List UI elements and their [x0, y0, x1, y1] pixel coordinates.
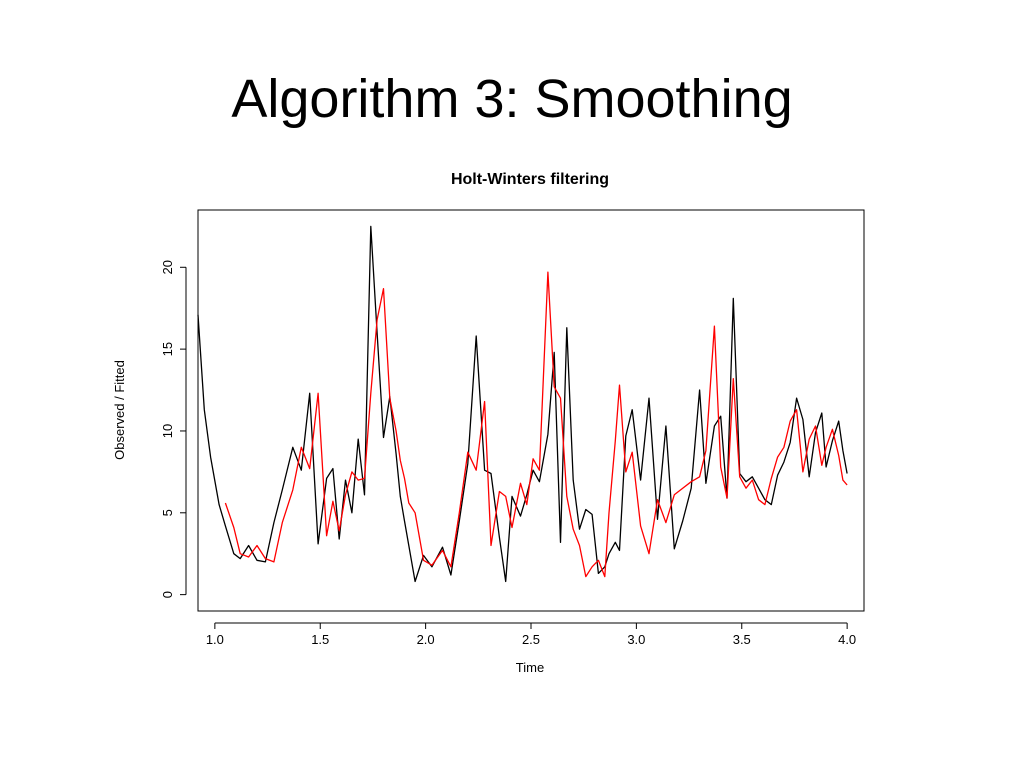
x-tick-label: 3.5 [733, 632, 751, 647]
series-line-black [197, 225, 848, 583]
x-tick-label: 2.5 [522, 632, 540, 647]
y-tick-label: 15 [160, 342, 175, 356]
x-tick-label: 1.5 [311, 632, 329, 647]
chart-title: Holt-Winters filtering [451, 171, 609, 188]
x-tick-label: 1.0 [206, 632, 224, 647]
x-tick-label: 4.0 [838, 632, 856, 647]
y-tick-label: 20 [160, 260, 175, 274]
series-line-red [224, 271, 848, 578]
y-tick-label: 0 [160, 591, 175, 598]
x-axis-label: Time [516, 660, 544, 675]
series-layer [197, 225, 848, 583]
y-tick-label: 10 [160, 424, 175, 438]
slide-title: Algorithm 3: Smoothing [231, 69, 793, 129]
x-axis: 1.0 1.5 2.0 2.5 3.0 3.5 4.0 [206, 622, 856, 647]
plot-frame [197, 209, 865, 612]
y-axis: 0 5 10 15 20 [160, 260, 187, 598]
x-tick-label: 3.0 [627, 632, 645, 647]
y-axis-label: Observed / Fitted [112, 360, 127, 460]
y-tick-label: 5 [160, 509, 175, 516]
x-tick-label: 2.0 [417, 632, 435, 647]
